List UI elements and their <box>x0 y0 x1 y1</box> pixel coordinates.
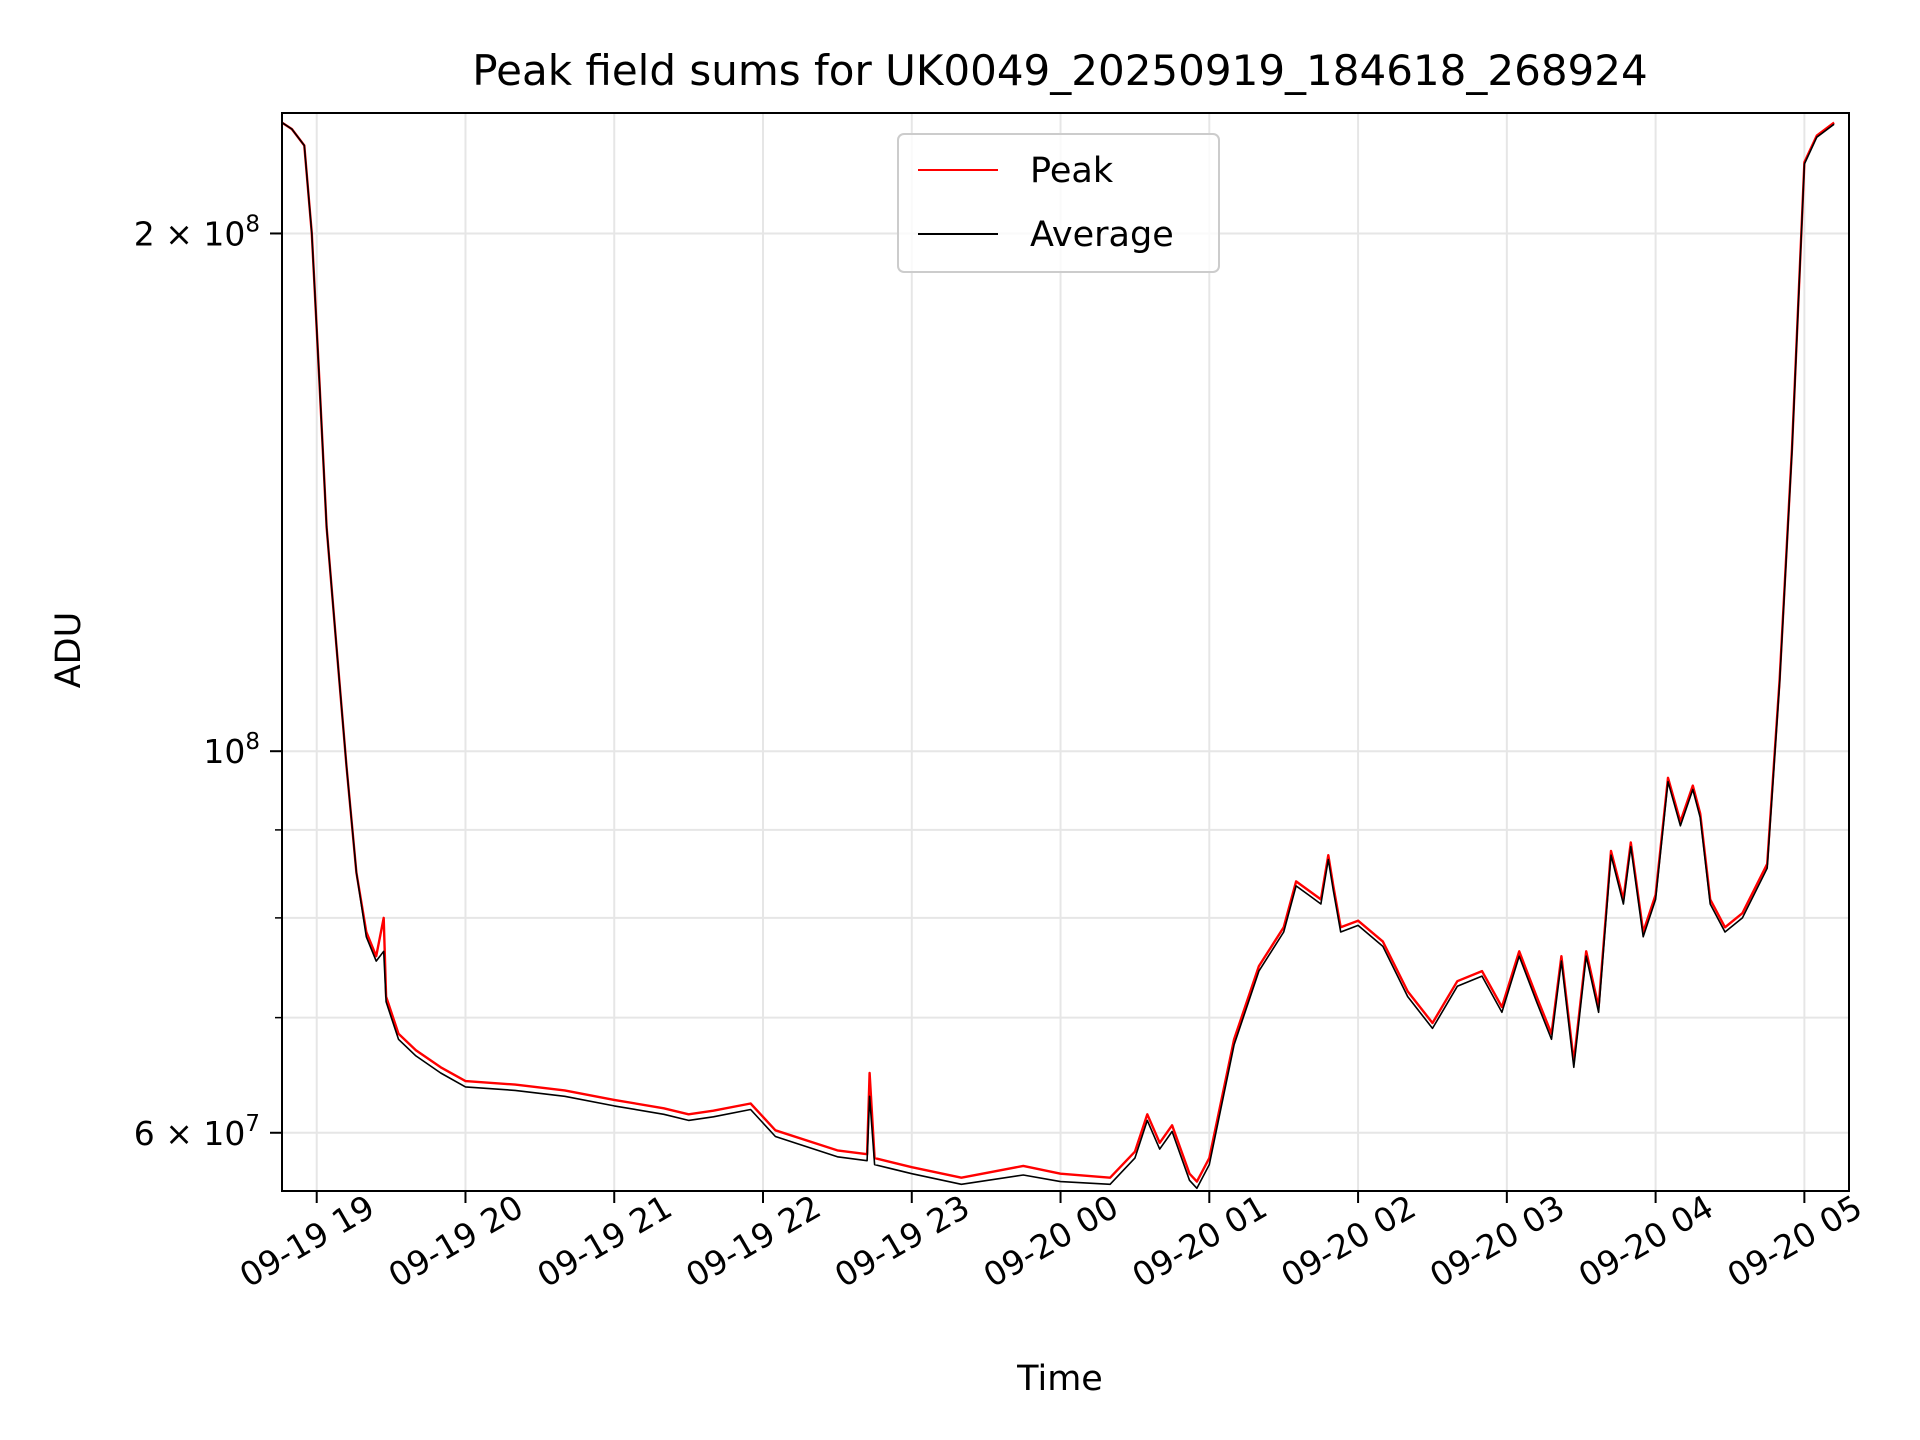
x-axis-label: Time <box>1016 1359 1103 1399</box>
y-axis-ticks: 6 × 107 108 2 × 108 <box>134 211 282 1153</box>
series-line-peak <box>281 121 1835 1183</box>
series-layer <box>281 121 1835 1190</box>
series-line-average <box>281 121 1835 1190</box>
y-axis-label: ADU <box>49 612 89 689</box>
legend-label-peak: Peak <box>1030 151 1114 191</box>
legend: Peak Average <box>897 133 1220 273</box>
plot-frame <box>281 112 1850 1192</box>
chart-title: Peak field sums for UK0049_20250919_1846… <box>472 46 1647 95</box>
y-tick-label: 2 × 108 <box>134 211 260 253</box>
legend-box <box>897 133 1220 273</box>
y-tick-label: 108 <box>203 729 260 771</box>
legend-label-average: Average <box>1030 215 1174 255</box>
y-tick-label: 6 × 107 <box>134 1111 260 1153</box>
grid <box>282 113 1849 1191</box>
